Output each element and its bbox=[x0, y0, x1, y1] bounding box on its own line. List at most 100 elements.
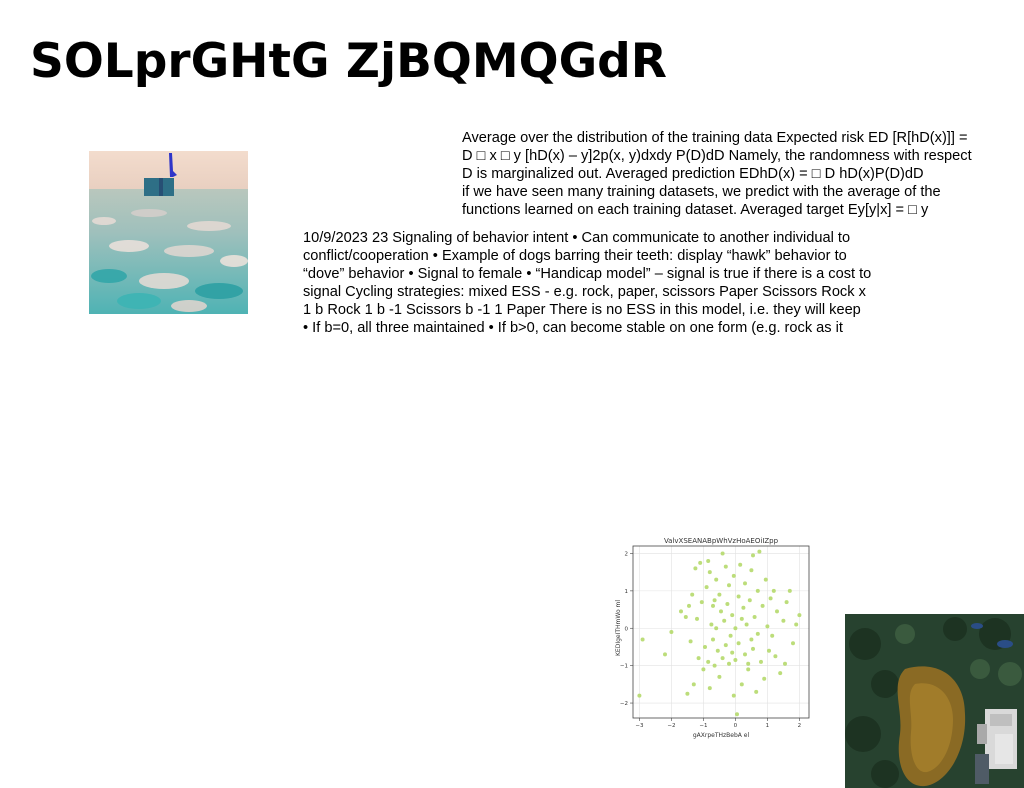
chart-x-tick-label: −1 bbox=[699, 723, 707, 729]
chart-title: ValvXSEANABpWhVzHoAEOiIZpp bbox=[664, 537, 779, 545]
chart-point bbox=[706, 659, 711, 664]
chart-point bbox=[685, 691, 690, 696]
chart-point bbox=[744, 622, 749, 627]
chart-point bbox=[765, 624, 770, 629]
chart-point bbox=[735, 712, 739, 717]
chart-point bbox=[768, 596, 773, 601]
chart-point bbox=[725, 601, 730, 606]
chart-point bbox=[717, 592, 722, 597]
chart-point bbox=[771, 588, 776, 593]
chart-point bbox=[754, 689, 759, 694]
chart-point bbox=[669, 630, 674, 634]
chart-point bbox=[706, 558, 711, 563]
chart-point bbox=[783, 661, 787, 666]
chart-point bbox=[698, 560, 703, 565]
chart-point bbox=[773, 654, 778, 659]
chart-point bbox=[707, 570, 712, 575]
paragraph-line: functions learned on each training datas… bbox=[462, 202, 929, 218]
chart-point bbox=[763, 577, 768, 582]
chart-point bbox=[762, 676, 767, 681]
chart-point bbox=[679, 609, 683, 614]
chart-y-axis-label: KEDIgeITHmWo ml bbox=[615, 600, 622, 656]
chart-point bbox=[709, 622, 714, 627]
aerial-photo-image bbox=[845, 614, 1024, 788]
chart-point bbox=[791, 641, 795, 646]
chart-point bbox=[739, 616, 744, 621]
page-title: SOLprGHtG ZjBQMQGdR bbox=[30, 34, 668, 89]
chart-x-tick-label: 2 bbox=[798, 723, 802, 729]
chart-y-tick-label: 2 bbox=[625, 551, 629, 557]
chart-point bbox=[711, 603, 715, 608]
chart-point bbox=[784, 600, 789, 605]
chart-point bbox=[703, 644, 707, 649]
chart-point bbox=[743, 652, 747, 657]
chart-point bbox=[730, 613, 735, 618]
chart-point bbox=[749, 637, 754, 642]
chart-point bbox=[781, 618, 786, 623]
chart-point bbox=[693, 566, 698, 571]
paragraph-line: if we have seen many training datasets, … bbox=[462, 184, 941, 200]
paragraph-line: 1 b Rock 1 b -1 Scissors b -1 1 Paper Th… bbox=[303, 302, 861, 318]
field-photo bbox=[89, 151, 248, 314]
paragraph-line: 10/9/2023 23 Signaling of behavior inten… bbox=[303, 230, 851, 246]
chart-ticks: −3 −2 −1 0 1 2 −2 −1 0 1 2 bbox=[620, 551, 801, 729]
chart-point bbox=[755, 588, 760, 593]
chart-point bbox=[738, 562, 743, 567]
aerial-photo bbox=[845, 614, 1024, 788]
chart-point bbox=[712, 598, 717, 603]
chart-point bbox=[759, 659, 763, 664]
chart-point bbox=[757, 549, 762, 554]
chart-x-tick-label: 0 bbox=[734, 723, 738, 729]
chart-point bbox=[794, 622, 799, 627]
chart-point bbox=[741, 605, 746, 610]
chart-point bbox=[720, 656, 725, 661]
paragraph-line: D □ x □ y [hD(x) – y]2p(x, y)dxdy P(D)dD… bbox=[462, 148, 972, 164]
chart-point bbox=[715, 648, 720, 653]
chart-point bbox=[751, 553, 755, 558]
chart-point bbox=[767, 648, 771, 653]
chart-point bbox=[701, 667, 706, 672]
chart-point bbox=[637, 693, 642, 698]
field-photo-image bbox=[89, 151, 248, 314]
chart-point bbox=[696, 656, 701, 661]
chart-point bbox=[747, 598, 752, 603]
chart-x-axis-label: gAXrpeTHzBebA el bbox=[693, 732, 750, 739]
chart-point bbox=[752, 615, 757, 620]
paragraph-signaling: 10/9/2023 23 Signaling of behavior inten… bbox=[303, 229, 871, 337]
chart-y-tick-label: −1 bbox=[620, 664, 628, 670]
chart-point bbox=[778, 671, 783, 676]
chart-point bbox=[712, 663, 717, 668]
chart-point bbox=[691, 682, 696, 687]
chart-point bbox=[683, 615, 688, 620]
chart-point bbox=[728, 633, 733, 638]
chart-point bbox=[714, 577, 719, 582]
chart-point bbox=[720, 551, 725, 556]
chart-point bbox=[730, 650, 735, 655]
chart-point bbox=[688, 639, 693, 644]
chart-points bbox=[637, 549, 802, 717]
chart-point bbox=[749, 568, 754, 573]
chart-point bbox=[755, 631, 760, 636]
paragraph-line: D is marginalized out. Averaged predicti… bbox=[462, 166, 924, 182]
chart-point bbox=[733, 626, 738, 631]
chart-point bbox=[723, 564, 728, 569]
chart-point bbox=[714, 626, 719, 631]
chart-point bbox=[731, 573, 736, 578]
chart-point bbox=[707, 686, 712, 691]
paragraph-line: Average over the distribution of the tra… bbox=[462, 130, 968, 146]
paragraph-expected-risk: Average over the distribution of the tra… bbox=[462, 129, 972, 219]
chart-point bbox=[722, 618, 727, 623]
chart-point bbox=[719, 609, 723, 614]
chart-x-tick-label: −2 bbox=[667, 723, 675, 729]
chart-x-tick-label: −3 bbox=[635, 723, 644, 729]
chart-point bbox=[746, 667, 751, 672]
chart-point bbox=[736, 594, 741, 599]
chart-point bbox=[731, 693, 736, 698]
paragraph-line: • If b=0, all three maintained • If b>0,… bbox=[303, 320, 843, 336]
chart-point bbox=[739, 682, 744, 687]
chart-point bbox=[760, 603, 765, 608]
chart-point bbox=[695, 616, 699, 621]
paragraph-line: signal Cycling strategies: mixed ESS - e… bbox=[303, 284, 866, 300]
chart-point bbox=[640, 637, 645, 642]
chart-point bbox=[717, 674, 722, 679]
